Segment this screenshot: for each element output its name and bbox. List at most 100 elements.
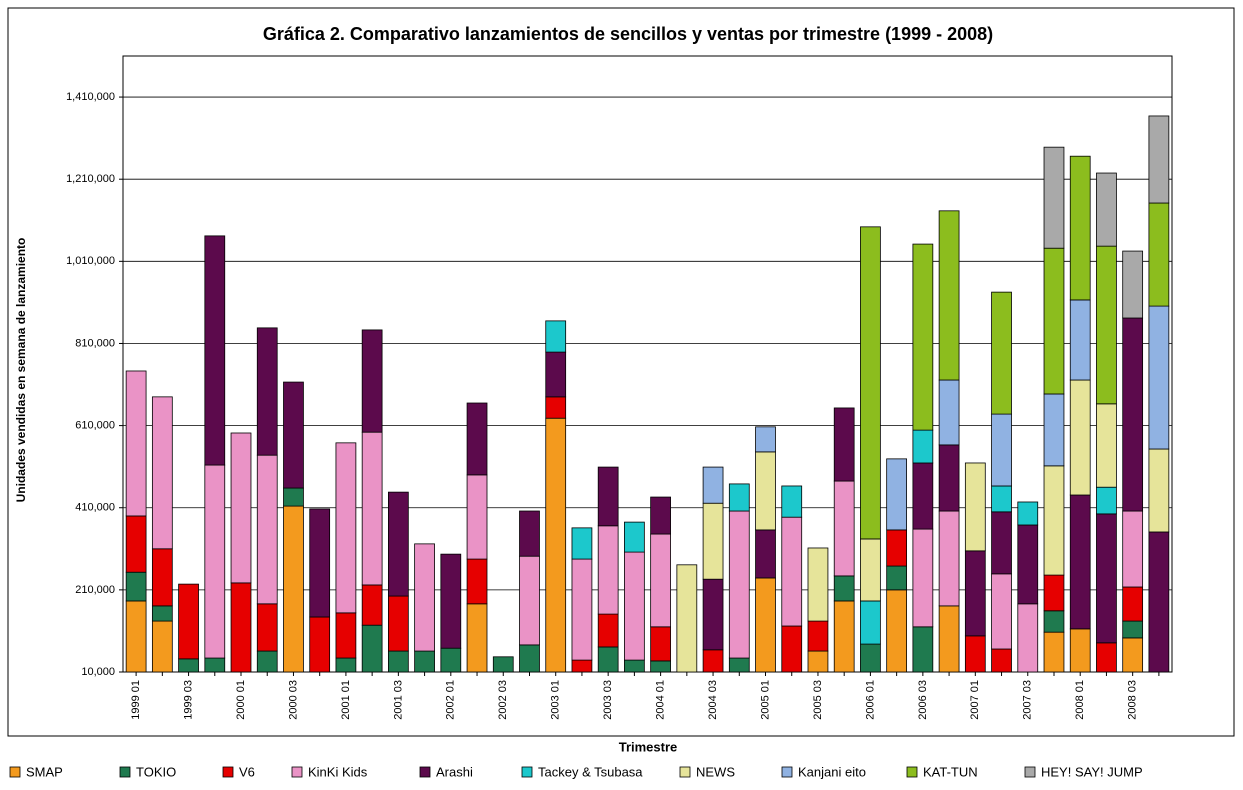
- bar-segment: [519, 644, 540, 673]
- bar-segment: [1122, 250, 1144, 319]
- legend-swatch: [679, 766, 691, 778]
- bar-segment: [545, 320, 567, 353]
- x-tick-label: 2005 03: [812, 680, 824, 720]
- legend-label: SMAP: [26, 764, 63, 779]
- bar-segment: [938, 210, 960, 381]
- bar-segment: [151, 548, 173, 607]
- bar-segment: [1122, 510, 1144, 588]
- x-tick-label: 2007 03: [1022, 680, 1034, 720]
- legend-label: KAT-TUN: [923, 764, 978, 779]
- bar-segment: [309, 508, 331, 618]
- bar-segment: [833, 575, 855, 602]
- bar-segment: [1017, 603, 1039, 673]
- y-tick-label: 610,000: [75, 420, 115, 432]
- bar-segment: [571, 558, 593, 661]
- x-axis-label: Trimestre: [619, 739, 678, 754]
- bar-segment: [912, 626, 934, 673]
- bar-segment: [728, 483, 750, 512]
- bar-segment: [938, 444, 960, 512]
- legend-swatch: [1024, 766, 1036, 778]
- bar-segment: [545, 417, 567, 673]
- y-tick-label: 410,000: [75, 502, 115, 514]
- legend-label: KinKi Kids: [308, 764, 368, 779]
- legend-swatch: [521, 766, 533, 778]
- bar-segment: [1096, 486, 1117, 515]
- bar-segment: [1122, 620, 1144, 639]
- bar-segment: [912, 429, 934, 464]
- bar-segment: [466, 402, 488, 476]
- y-tick-label: 1,210,000: [66, 173, 115, 185]
- x-tick-label: 2003 03: [602, 680, 614, 720]
- bar-segment: [860, 226, 881, 540]
- x-tick-label: 2008 03: [1127, 680, 1139, 720]
- legend-swatch: [419, 766, 431, 778]
- bar-segment: [256, 603, 278, 652]
- bar-segment: [886, 589, 908, 673]
- y-tick-label: 1,010,000: [66, 255, 115, 267]
- bar-segment: [860, 600, 881, 645]
- y-tick-label: 810,000: [75, 337, 115, 349]
- bar-segment: [964, 462, 986, 552]
- bar-segment: [1148, 531, 1170, 673]
- legend-swatch: [906, 766, 918, 778]
- bar-segment: [886, 458, 908, 531]
- bar-segment: [1122, 637, 1144, 673]
- bar-segment: [702, 502, 724, 580]
- bar-segment: [860, 643, 881, 673]
- legend-swatch: [291, 766, 303, 778]
- x-tick-label: 2005 01: [759, 680, 771, 720]
- bar-segment: [597, 646, 619, 673]
- bar-segment: [414, 650, 435, 673]
- bar-segment: [807, 620, 829, 652]
- bar-segment: [283, 381, 304, 489]
- bar-segment: [1096, 403, 1117, 488]
- bar-segment: [676, 564, 698, 673]
- bar-segment: [964, 635, 986, 673]
- bar-segment: [833, 600, 855, 673]
- bar-segment: [991, 413, 1012, 487]
- bar-segment: [650, 496, 671, 535]
- bar-segment: [178, 658, 199, 673]
- legend-label: Tackey & Tsubasa: [538, 764, 643, 779]
- x-tick-label: 2002 01: [445, 680, 457, 720]
- bar-segment: [125, 600, 147, 673]
- bar-segment: [125, 370, 147, 517]
- x-tick-label: 2006 01: [864, 680, 876, 720]
- bar-segment: [1017, 524, 1039, 605]
- bar-segment: [1069, 299, 1091, 381]
- bar-segment: [1069, 379, 1091, 496]
- bar-segment: [151, 620, 173, 673]
- legend-label: NEWS: [696, 764, 735, 779]
- bar-segment: [361, 329, 383, 433]
- bar-segment: [256, 327, 278, 456]
- bar-segment: [624, 551, 645, 661]
- bar-segment: [1122, 586, 1144, 622]
- bar-segment: [807, 547, 829, 622]
- bar-segment: [991, 291, 1012, 415]
- bar-segment: [387, 491, 409, 597]
- bar-segment: [991, 573, 1012, 650]
- bar-segment: [571, 527, 593, 560]
- bar-segment: [1043, 631, 1065, 673]
- bar-segment: [151, 605, 173, 622]
- bar-segment: [1069, 494, 1091, 630]
- bar-segment: [833, 407, 855, 482]
- bar-segment: [991, 511, 1012, 575]
- bar-segment: [1069, 155, 1091, 301]
- x-tick-label: 2000 03: [287, 680, 299, 720]
- bar-segment: [781, 625, 803, 673]
- bar-segment: [204, 464, 226, 659]
- bar-segment: [414, 543, 435, 652]
- bar-segment: [466, 558, 488, 605]
- bar-segment: [728, 657, 750, 673]
- bar-segment: [387, 650, 409, 673]
- bar-segment: [283, 487, 304, 507]
- bar-segment: [755, 426, 776, 453]
- bar-segment: [545, 396, 567, 419]
- legend-swatch: [222, 766, 234, 778]
- x-tick-label: 2003 01: [550, 680, 562, 720]
- bar-segment: [807, 650, 829, 673]
- legend-swatch: [781, 766, 793, 778]
- bar-segment: [335, 657, 357, 673]
